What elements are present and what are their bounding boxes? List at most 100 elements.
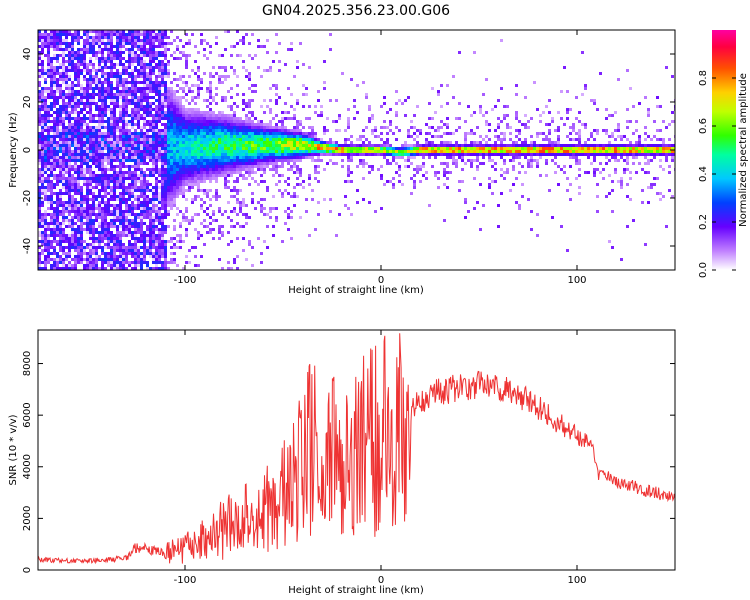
heatmap-cell bbox=[89, 45, 92, 48]
heatmap-cell bbox=[218, 75, 221, 78]
heatmap-cell bbox=[344, 180, 347, 183]
heatmap-cell bbox=[164, 156, 167, 159]
heatmap-cell bbox=[155, 51, 158, 54]
heatmap-cell bbox=[182, 267, 185, 270]
heatmap-cell bbox=[110, 237, 113, 240]
heatmap-cell bbox=[83, 87, 86, 90]
heatmap-cell bbox=[395, 150, 398, 153]
heatmap-cell bbox=[116, 75, 119, 78]
heatmap-cell bbox=[170, 153, 173, 156]
heatmap-cell bbox=[68, 33, 71, 36]
heatmap-cell bbox=[347, 171, 350, 174]
heatmap-cell bbox=[449, 141, 452, 144]
heatmap-cell bbox=[47, 72, 50, 75]
heatmap-cell bbox=[59, 210, 62, 213]
heatmap-cell bbox=[389, 147, 392, 150]
heatmap-cell bbox=[254, 150, 257, 153]
heatmap-cell bbox=[47, 141, 50, 144]
heatmap-cell bbox=[113, 216, 116, 219]
heatmap-cell bbox=[158, 186, 161, 189]
heatmap-cell bbox=[326, 129, 329, 132]
heatmap-cell bbox=[263, 162, 266, 165]
heatmap-cell bbox=[359, 162, 362, 165]
heatmap-cell bbox=[116, 198, 119, 201]
heatmap-cell bbox=[239, 144, 242, 147]
heatmap-cell bbox=[110, 90, 113, 93]
heatmap-cell bbox=[275, 135, 278, 138]
heatmap-cell bbox=[104, 267, 107, 270]
heatmap-cell bbox=[227, 243, 230, 246]
heatmap-cell bbox=[155, 159, 158, 162]
heatmap-cell bbox=[119, 81, 122, 84]
heatmap-cell bbox=[431, 135, 434, 138]
heatmap-cell bbox=[125, 165, 128, 168]
heatmap-cell bbox=[176, 150, 179, 153]
heatmap-cell bbox=[272, 117, 275, 120]
heatmap-cell bbox=[173, 96, 176, 99]
heatmap-cell bbox=[41, 267, 44, 270]
heatmap-cell bbox=[281, 129, 284, 132]
heatmap-cell bbox=[230, 150, 233, 153]
heatmap-cell bbox=[86, 138, 89, 141]
heatmap-cell bbox=[320, 159, 323, 162]
heatmap-cell bbox=[167, 132, 170, 135]
heatmap-cell bbox=[62, 174, 65, 177]
heatmap-cell bbox=[206, 162, 209, 165]
heatmap-cell bbox=[89, 135, 92, 138]
heatmap-cell bbox=[113, 225, 116, 228]
heatmap-cell bbox=[53, 132, 56, 135]
heatmap-cell bbox=[275, 153, 278, 156]
heatmap-cell bbox=[167, 141, 170, 144]
heatmap-cell bbox=[77, 147, 80, 150]
heatmap-cell bbox=[155, 225, 158, 228]
heatmap-cell bbox=[149, 36, 152, 39]
heatmap-cell bbox=[47, 33, 50, 36]
heatmap-cell bbox=[215, 195, 218, 198]
heatmap-cell bbox=[128, 222, 131, 225]
heatmap-cell bbox=[275, 123, 278, 126]
heatmap-cell bbox=[257, 141, 260, 144]
heatmap-cell bbox=[191, 156, 194, 159]
heatmap-cell bbox=[218, 141, 221, 144]
heatmap-cell bbox=[188, 90, 191, 93]
heatmap-cell bbox=[188, 42, 191, 45]
heatmap-cell bbox=[158, 138, 161, 141]
heatmap-cell bbox=[140, 156, 143, 159]
heatmap-cell bbox=[260, 123, 263, 126]
heatmap-cell bbox=[317, 150, 320, 153]
heatmap-cell bbox=[77, 93, 80, 96]
heatmap-cell bbox=[275, 126, 278, 129]
heatmap-cell bbox=[203, 174, 206, 177]
heatmap-cell bbox=[167, 126, 170, 129]
heatmap-cell bbox=[98, 141, 101, 144]
heatmap-cell bbox=[221, 120, 224, 123]
heatmap-cell bbox=[44, 42, 47, 45]
heatmap-cell bbox=[194, 168, 197, 171]
heatmap-cell bbox=[80, 255, 83, 258]
heatmap-cell bbox=[224, 210, 227, 213]
heatmap-cell bbox=[62, 264, 65, 267]
heatmap-cell bbox=[152, 117, 155, 120]
heatmap-cell bbox=[92, 252, 95, 255]
heatmap-cell bbox=[140, 60, 143, 63]
heatmap-cell bbox=[233, 258, 236, 261]
heatmap-cell bbox=[158, 90, 161, 93]
heatmap-cell bbox=[41, 168, 44, 171]
heatmap-cell bbox=[107, 204, 110, 207]
heatmap-cell bbox=[95, 207, 98, 210]
heatmap-cell bbox=[59, 63, 62, 66]
heatmap-cell bbox=[152, 234, 155, 237]
heatmap-cell bbox=[290, 237, 293, 240]
heatmap-cell bbox=[50, 138, 53, 141]
heatmap-cell bbox=[233, 207, 236, 210]
heatmap-cell bbox=[65, 33, 68, 36]
heatmap-cell bbox=[302, 63, 305, 66]
heatmap-cell bbox=[53, 168, 56, 171]
heatmap-cell bbox=[149, 249, 152, 252]
heatmap-cell bbox=[98, 114, 101, 117]
heatmap-cell bbox=[125, 234, 128, 237]
heatmap-cell bbox=[263, 45, 266, 48]
heatmap-cell bbox=[80, 228, 83, 231]
heatmap-cell bbox=[98, 255, 101, 258]
heatmap-cell bbox=[239, 141, 242, 144]
